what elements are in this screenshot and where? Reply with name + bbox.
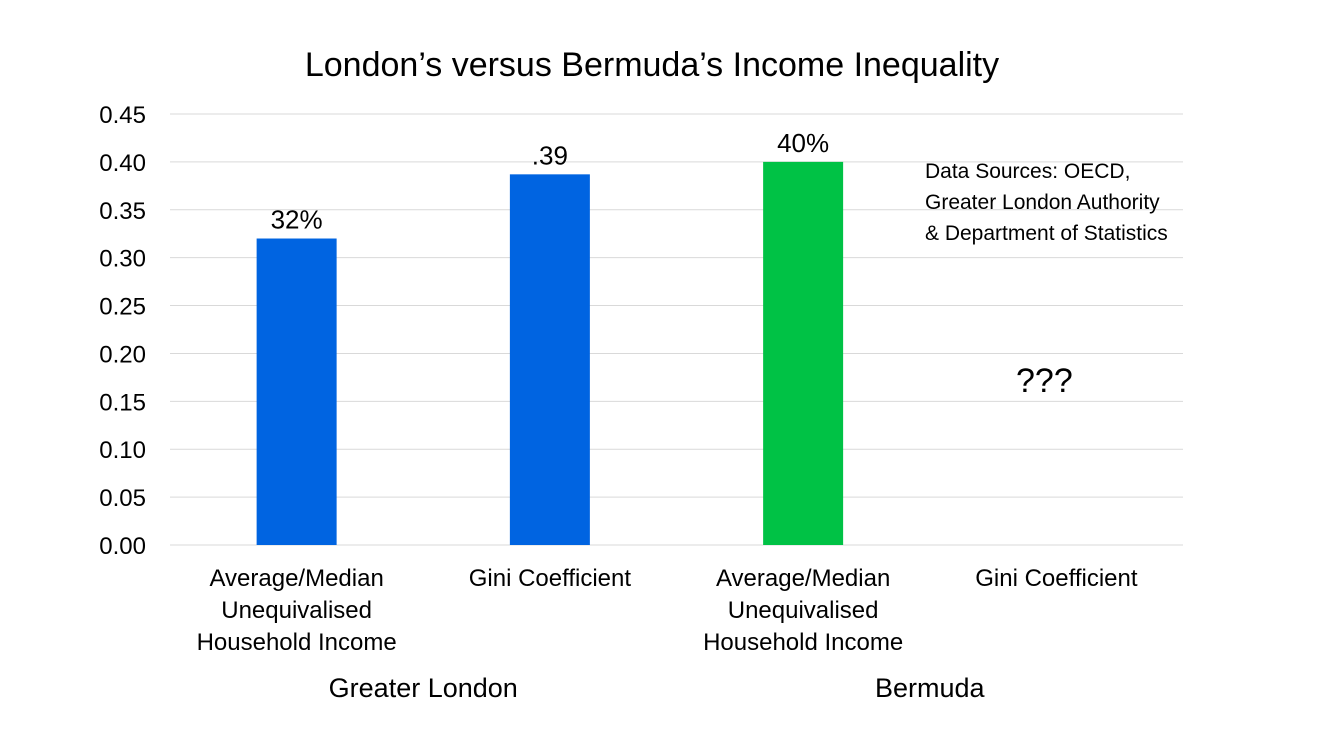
y-axis-ticks: 0.00 0.05 0.10 0.15 0.20 0.25 0.30 0.35 0.40 0.45 — [99, 102, 146, 560]
bar — [256, 238, 337, 545]
x-tick-label: Unequivalised — [728, 597, 879, 624]
y-tick-label: 0.40 — [99, 150, 146, 177]
x-tick-label: Household Income — [197, 629, 397, 656]
y-tick-label: 0.30 — [99, 246, 146, 273]
data-label: 40% — [777, 128, 829, 158]
y-tick-label: 0.45 — [99, 102, 146, 129]
x-axis-ticks: Average/Median Unequivalised Household Inc… — [197, 565, 1138, 656]
group-label: Bermuda — [875, 673, 986, 703]
y-tick-label: 0.05 — [99, 485, 146, 512]
x-tick-label: Average/Median — [209, 565, 383, 592]
data-label: .39 — [532, 140, 568, 170]
group-label: Greater London — [329, 673, 518, 703]
bars — [256, 161, 844, 545]
x-tick-label: Gini Coefficient — [975, 565, 1138, 592]
x-tick-label: Household Income — [703, 629, 903, 656]
gridlines — [170, 113, 1183, 546]
data-labels: 32% .39 40%??? — [271, 128, 1073, 400]
y-tick-label: 0.35 — [99, 198, 146, 225]
data-label: 32% — [271, 205, 323, 235]
bar — [763, 161, 844, 545]
data-sources-note: Data Sources: OECD, Greater London Author… — [925, 160, 1168, 245]
y-tick-label: 0.25 — [99, 294, 146, 321]
group-labels: Greater London Bermuda — [329, 673, 986, 703]
y-tick-label: 0.00 — [99, 533, 146, 560]
x-tick-label: Unequivalised — [221, 597, 372, 624]
unknown-value-label: ??? — [1016, 362, 1073, 400]
y-tick-label: 0.15 — [99, 389, 146, 416]
bar — [509, 174, 590, 545]
data-sources-line: Data Sources: OECD, — [925, 160, 1130, 183]
data-sources-line: Greater London Authority — [925, 191, 1160, 214]
x-tick-label: Gini Coefficient — [469, 565, 632, 592]
y-tick-label: 0.20 — [99, 341, 146, 368]
chart-title: London’s versus Bermuda’s Income Inequal… — [305, 46, 999, 84]
x-tick-label: Average/Median — [716, 565, 890, 592]
y-tick-label: 0.10 — [99, 437, 146, 464]
data-sources-line: & Department of Statistics — [925, 222, 1168, 245]
